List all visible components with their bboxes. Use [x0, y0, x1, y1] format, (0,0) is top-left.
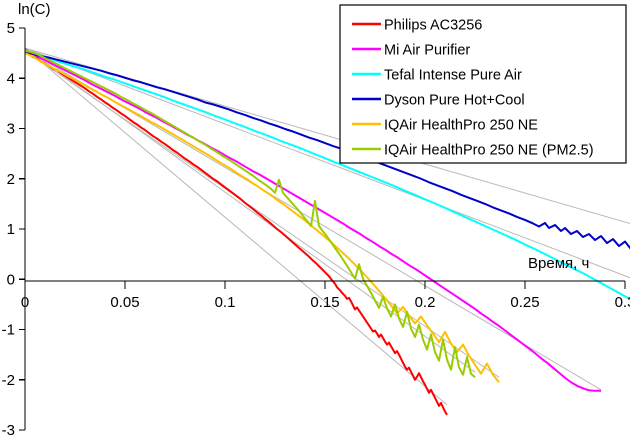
y-axis: 5 4 3 2 1 0 -1 -2 -3 ln(C)	[2, 1, 51, 439]
series-line	[24, 49, 476, 378]
y-tick-label: 3	[7, 121, 15, 138]
x-axis: 0 0.05 0.1 0.15 0.2 0.25 0.3 Время, ч	[21, 255, 630, 311]
y-tick-group: 5 4 3 2 1 0 -1 -2 -3	[2, 20, 25, 439]
y-tick-label: 2	[7, 171, 15, 188]
x-tick-label: 0.3	[615, 294, 630, 311]
legend-label: Dyson Pure Hot+Cool	[384, 93, 525, 109]
legend: Philips AC3256 Mi Air Purifier Tefal Inten…	[339, 4, 627, 164]
y-tick-label: 0	[7, 271, 15, 288]
x-tick-label: 0.2	[415, 294, 436, 311]
legend-label: IQAir HealthPro 250 NE	[384, 118, 538, 134]
x-tick-label: 0.15	[310, 294, 339, 311]
legend-box	[339, 4, 627, 164]
x-tick-group: 0 0.05 0.1 0.15 0.2 0.25 0.3	[21, 281, 630, 311]
trendline	[24, 47, 630, 279]
legend-label: Philips AC3256	[384, 18, 482, 34]
legend-label: Mi Air Purifier	[384, 43, 470, 59]
x-tick-label: 0.1	[215, 294, 236, 311]
series-line	[24, 48, 601, 392]
y-tick-label: 1	[7, 221, 15, 238]
x-tick-label: 0.05	[110, 294, 139, 311]
series-line	[24, 52, 500, 383]
series-line	[24, 49, 630, 301]
y-tick-label: 5	[7, 20, 15, 37]
legend-label: IQAir HealthPro 250 NE (PM2.5)	[384, 143, 594, 159]
series-line	[24, 51, 630, 250]
x-tick-label: 0	[21, 294, 29, 311]
x-tick-label: 0.25	[510, 294, 539, 311]
trendline	[24, 47, 476, 373]
legend-items: Philips AC3256 Mi Air Purifier Tefal Inten…	[352, 18, 594, 159]
legend-label: Tefal Intense Pure Air	[384, 68, 522, 84]
trendline	[24, 47, 448, 406]
y-tick-label: 4	[7, 70, 15, 87]
y-axis-title: ln(C)	[18, 1, 51, 18]
y-tick-label: -2	[2, 372, 15, 389]
y-tick-label: -1	[2, 322, 15, 339]
plot-series	[24, 48, 630, 416]
series-line	[24, 49, 448, 416]
x-axis-title: Время, ч	[528, 255, 589, 272]
y-tick-label: -3	[2, 422, 15, 439]
